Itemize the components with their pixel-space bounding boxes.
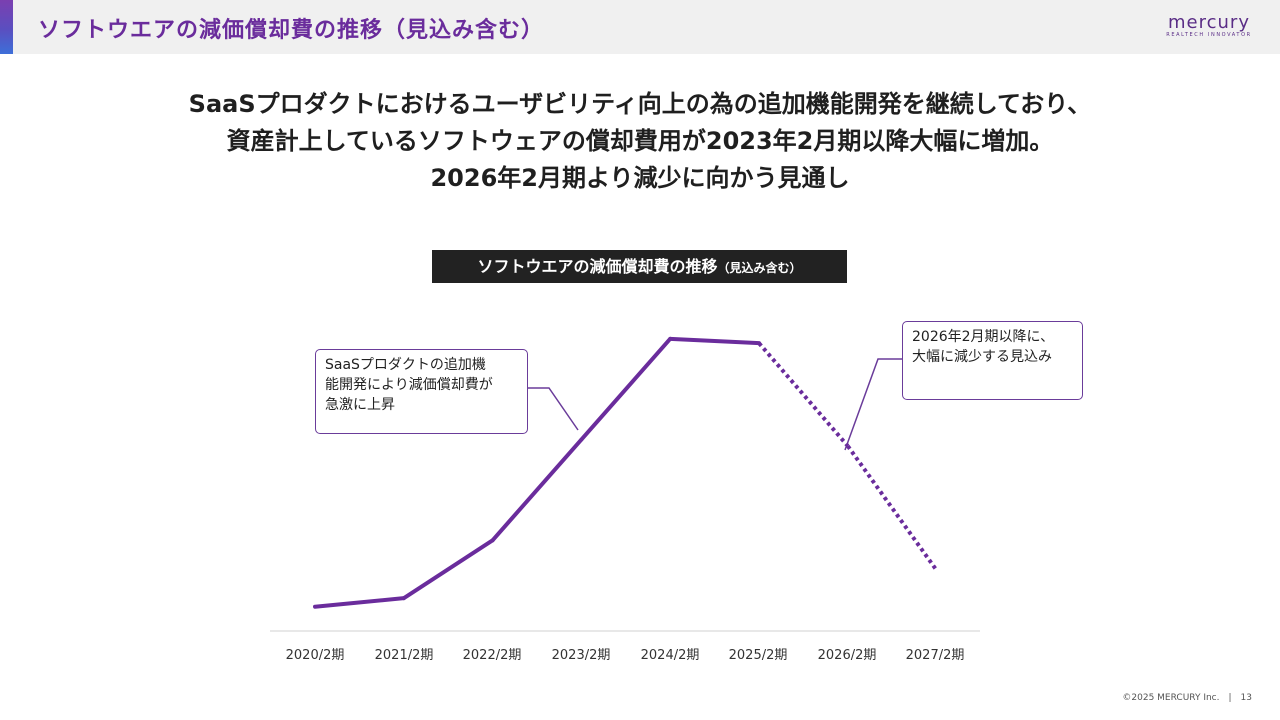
x-tick-label: 2025/2期 — [728, 648, 788, 663]
callout-rising: SaaSプロダクトの追加機 能開発により減価償却費が 急激に上昇 — [315, 349, 528, 434]
x-tick-label: 2022/2期 — [462, 648, 522, 663]
x-tick-label: 2020/2期 — [285, 648, 345, 663]
series-0-segment-1 — [401, 538, 495, 601]
x-tick-label: 2024/2期 — [640, 648, 700, 663]
headline-line-1: SaaSプロダクトにおけるユーザビリティ向上の為の追加機能開発を継続しており、 — [188, 90, 1092, 118]
footer-separator: | — [1228, 693, 1232, 703]
x-tick-label: 2026/2期 — [817, 648, 877, 663]
chart-title-box: ソフトウエアの減価償却費の推移（見込み含む） — [432, 250, 847, 283]
callout-rising-line-1: SaaSプロダクトの追加機 — [325, 357, 486, 373]
header-bar: ソフトウエアの減価償却費の推移（見込み含む） mercury REALTECH … — [0, 0, 1280, 54]
header-accent-bar — [0, 0, 13, 54]
headline: SaaSプロダクトにおけるユーザビリティ向上の為の追加機能開発を継続しており、 … — [0, 86, 1280, 197]
callout-decreasing: 2026年2月期以降に、 大幅に減少する見込み — [902, 321, 1083, 400]
logo-tagline: REALTECH INNOVATOR — [1166, 32, 1252, 38]
series-0-segment-6 — [846, 444, 939, 572]
logo-wordmark: mercury — [1168, 12, 1250, 33]
copyright-text: ©2025 MERCURY Inc. — [1122, 693, 1220, 703]
series-0-segment-3 — [579, 336, 673, 442]
chart-title-main: ソフトウエアの減価償却費の推移 — [477, 257, 718, 276]
callout-rising-line-3: 急激に上昇 — [325, 397, 395, 413]
callout-left-leader-line — [527, 387, 579, 431]
series-0-segment-0 — [313, 596, 406, 609]
callout-decreasing-line-2: 大幅に減少する見込み — [912, 349, 1052, 365]
headline-line-3: 2026年2月期より減少に向かう見通し — [430, 164, 850, 192]
series-0-segment-5 — [757, 341, 850, 448]
page-number: 13 — [1240, 693, 1252, 703]
callout-rising-line-2: 能開発により減価償却費が — [325, 377, 493, 393]
mercury-logo: mercury REALTECH INNOVATOR — [1166, 14, 1252, 39]
series-layer — [313, 336, 939, 609]
series-0-segment-2 — [490, 437, 584, 543]
series-0-segment-4 — [668, 336, 761, 346]
chart-title-sub: （見込み含む） — [717, 261, 802, 275]
headline-line-2: 資産計上しているソフトウェアの償却費用が2023年2月期以降大幅に増加。 — [226, 127, 1054, 155]
x-tick-label: 2023/2期 — [551, 648, 611, 663]
x-tick-label: 2021/2期 — [374, 648, 434, 663]
callout-right-leader-line — [844, 358, 902, 451]
page-title: ソフトウエアの減価償却費の推移（見込み含む） — [38, 18, 545, 43]
x-tick-label: 2027/2期 — [905, 648, 965, 663]
callout-decreasing-line-1: 2026年2月期以降に、 — [912, 329, 1055, 345]
footer: ©2025 MERCURY Inc. | 13 — [1122, 693, 1252, 703]
